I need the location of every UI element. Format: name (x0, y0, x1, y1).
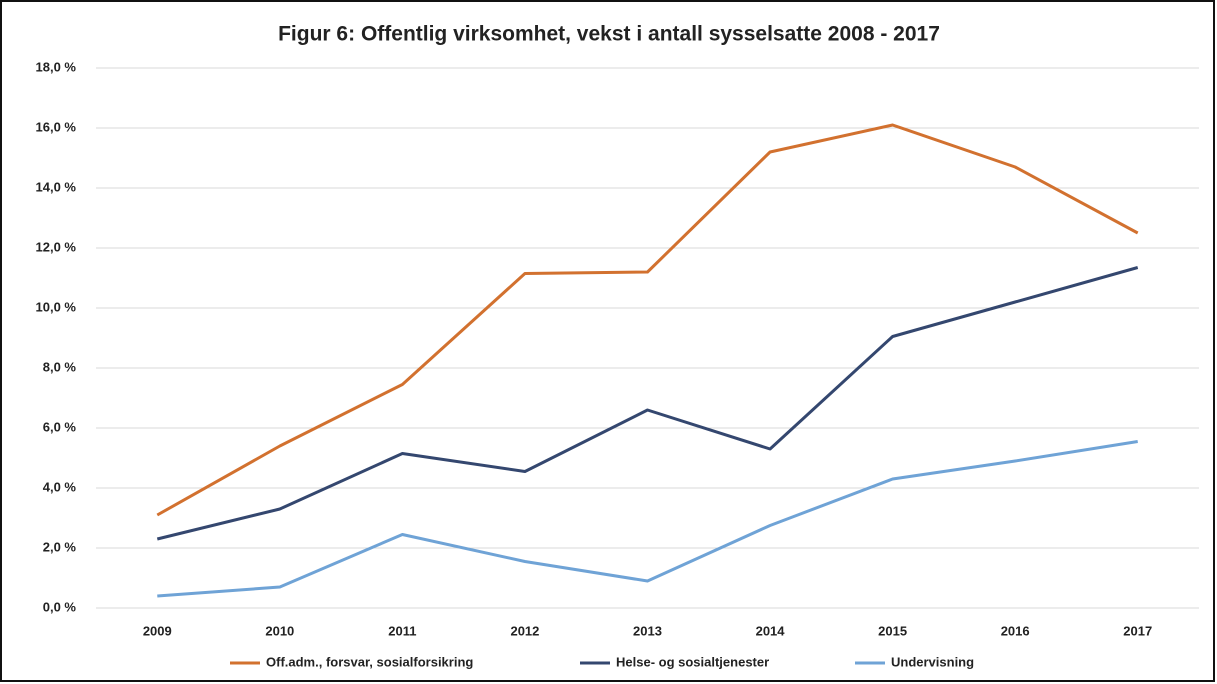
x-tick-label: 2013 (633, 623, 662, 638)
y-tick-label: 12,0 % (36, 239, 77, 254)
y-tick-label: 2,0 % (43, 539, 77, 554)
x-tick-label: 2011 (388, 623, 416, 638)
line (156, 266, 1139, 541)
legend-label: Undervisning (891, 654, 974, 669)
line (156, 123, 1139, 517)
y-tick-label: 18,0 % (36, 59, 77, 74)
y-tick-label: 14,0 % (36, 179, 77, 194)
x-tick-label: 2009 (143, 623, 172, 638)
chart-title: Figur 6: Offentlig virksomhet, vekst i a… (278, 23, 940, 46)
y-tick-label: 0,0 % (43, 599, 77, 614)
x-tick-label: 2016 (1001, 623, 1030, 638)
x-tick-label: 2012 (510, 623, 539, 638)
x-tick-label: 2015 (878, 623, 907, 638)
x-tick-label: 2010 (265, 623, 294, 638)
line (157, 440, 1138, 598)
y-tick-label: 4,0 % (43, 479, 77, 494)
y-tick-label: 6,0 % (43, 419, 77, 434)
y-tick-label: 10,0 % (36, 299, 77, 314)
legend-label: Helse- og sosialtjenester (616, 654, 769, 669)
x-tick-label: 2014 (756, 623, 786, 638)
y-tick-label: 8,0 % (43, 359, 77, 374)
legend-label: Off.adm., forsvar, sosialforsikring (266, 654, 473, 669)
y-tick-label: 16,0 % (36, 119, 77, 134)
x-tick-label: 2017 (1123, 623, 1152, 638)
